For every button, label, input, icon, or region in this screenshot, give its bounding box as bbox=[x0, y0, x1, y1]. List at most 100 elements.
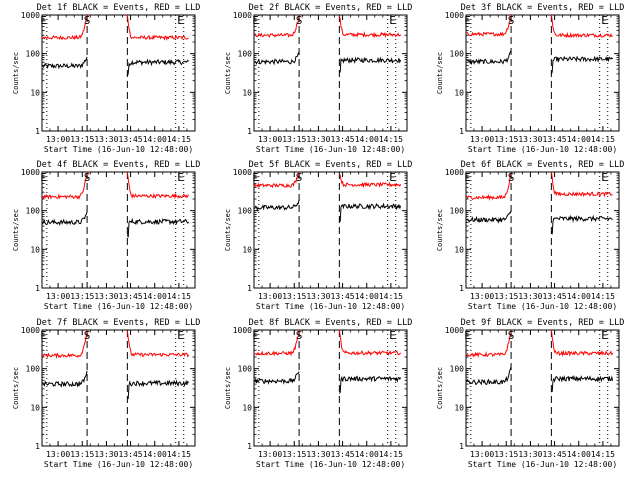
y-axis-label: Counts/sec bbox=[224, 209, 232, 251]
y-axis-label: Counts/sec bbox=[12, 367, 20, 409]
series-line-events bbox=[42, 211, 88, 226]
x-tick-label: 13:15 bbox=[70, 292, 94, 301]
x-tick-label: 13:30 bbox=[306, 450, 330, 459]
y-tick-label: 10 bbox=[454, 245, 464, 254]
y-tick-label: 100 bbox=[238, 365, 253, 374]
detector-panel: Det 8f BLACK = Events, RED = LLD 1 10 100 10… bbox=[224, 318, 412, 469]
y-tick-label: 1000 bbox=[21, 326, 40, 335]
series-line-events bbox=[127, 379, 190, 400]
series-line-events bbox=[550, 55, 614, 75]
x-tick-label: 14:00 bbox=[143, 292, 167, 301]
y-tick-label: 1000 bbox=[445, 168, 464, 177]
detector-panel: Det 6f BLACK = Events, RED = LLD 1 10 100 10… bbox=[436, 160, 624, 311]
x-axis-label: Start Time (16-Jun-10 12:48:00) bbox=[256, 302, 405, 311]
series-line-lld bbox=[466, 331, 512, 358]
x-tick-label: 13:30 bbox=[306, 135, 330, 144]
series-line-events bbox=[254, 371, 300, 385]
y-axis-label: Counts/sec bbox=[12, 209, 20, 251]
x-tick-label: 13:00 bbox=[258, 450, 282, 459]
plot-frame bbox=[41, 329, 196, 447]
series-line-events bbox=[126, 217, 189, 238]
x-tick-label: 14:00 bbox=[355, 135, 379, 144]
x-tick-label: 13:45 bbox=[543, 450, 567, 459]
x-tick-label: 14:15 bbox=[591, 135, 615, 144]
series-line-events bbox=[254, 51, 300, 66]
event-marker-label: E bbox=[177, 14, 184, 27]
y-tick-label: 10 bbox=[30, 403, 40, 412]
panel-title: Det 3f BLACK = Events, RED = LLD bbox=[461, 3, 625, 13]
y-tick-label: 1 bbox=[459, 127, 464, 136]
plot-frame bbox=[253, 171, 408, 289]
series-line-lld bbox=[42, 171, 88, 200]
series-line-events bbox=[551, 374, 614, 393]
series-line-events bbox=[42, 370, 88, 388]
x-tick-label: 13:15 bbox=[70, 135, 94, 144]
x-tick-label: 14:00 bbox=[355, 450, 379, 459]
y-tick-label: 100 bbox=[450, 207, 465, 216]
event-marker-label: E bbox=[177, 329, 184, 342]
series-line-lld bbox=[254, 329, 300, 357]
detector-panel: Det 4f BLACK = Events, RED = LLD 1 10 100 10… bbox=[12, 160, 200, 311]
x-tick-label: 14:00 bbox=[567, 450, 591, 459]
series-line-events bbox=[126, 58, 190, 77]
plot-frame bbox=[41, 14, 196, 132]
y-axis-label: Counts/sec bbox=[12, 52, 20, 94]
x-tick-label: 13:30 bbox=[518, 135, 542, 144]
x-tick-label: 13:00 bbox=[258, 292, 282, 301]
series-line-lld bbox=[254, 171, 300, 189]
x-tick-label: 14:15 bbox=[591, 450, 615, 459]
y-tick-label: 1000 bbox=[233, 168, 252, 177]
detector-panel: Det 9f BLACK = Events, RED = LLD 1 10 100 10… bbox=[436, 318, 624, 469]
plot-frame bbox=[465, 329, 620, 447]
panel-title: Det 2f BLACK = Events, RED = LLD bbox=[249, 3, 413, 13]
panel-title: Det 5f BLACK = Events, RED = LLD bbox=[249, 160, 413, 170]
series-line-lld bbox=[338, 15, 402, 38]
x-tick-label: 13:30 bbox=[518, 450, 542, 459]
x-tick-label: 13:45 bbox=[543, 135, 567, 144]
x-axis-label: Start Time (16-Jun-10 12:48:00) bbox=[468, 302, 617, 311]
x-tick-label: 13:15 bbox=[70, 450, 94, 459]
series-line-lld bbox=[466, 14, 512, 37]
x-axis-label: Start Time (16-Jun-10 12:48:00) bbox=[44, 302, 193, 311]
x-tick-label: 13:30 bbox=[94, 450, 118, 459]
y-tick-label: 10 bbox=[454, 403, 464, 412]
x-tick-label: 13:00 bbox=[470, 292, 494, 301]
y-axis-label: Counts/sec bbox=[436, 209, 444, 251]
event-marker-label: S bbox=[508, 329, 515, 342]
series-line-events bbox=[42, 56, 88, 70]
y-tick-label: 10 bbox=[30, 88, 40, 97]
x-tick-label: 13:15 bbox=[282, 135, 306, 144]
y-tick-label: 100 bbox=[26, 207, 41, 216]
x-tick-label: 14:15 bbox=[167, 135, 191, 144]
x-tick-label: 14:00 bbox=[143, 450, 167, 459]
series-line-lld bbox=[42, 14, 88, 41]
series-line-lld bbox=[338, 329, 402, 357]
y-tick-label: 100 bbox=[238, 207, 253, 216]
event-marker-label: E bbox=[464, 14, 471, 27]
plot-frame bbox=[253, 14, 408, 132]
plot-frame bbox=[465, 14, 620, 132]
y-tick-label: 1000 bbox=[21, 168, 40, 177]
series-line-events bbox=[339, 375, 402, 394]
event-marker-label: E bbox=[389, 14, 396, 27]
series-line-lld bbox=[550, 14, 613, 39]
plot-frame bbox=[41, 171, 196, 289]
series-line-lld bbox=[254, 14, 300, 39]
event-marker-label: S bbox=[296, 14, 303, 27]
x-tick-label: 13:30 bbox=[518, 292, 542, 301]
event-marker-label: S bbox=[508, 14, 515, 27]
y-tick-label: 100 bbox=[238, 50, 253, 59]
y-tick-label: 1 bbox=[247, 442, 252, 451]
event-marker-label: S bbox=[84, 14, 91, 27]
plot-frame bbox=[253, 329, 408, 447]
x-tick-label: 14:15 bbox=[167, 450, 191, 459]
detector-panel: Det 1f BLACK = Events, RED = LLD 1 10 100 10… bbox=[12, 3, 200, 154]
event-marker-label: E bbox=[464, 171, 471, 184]
y-tick-label: 10 bbox=[242, 88, 252, 97]
panel-title: Det 4f BLACK = Events, RED = LLD bbox=[37, 160, 201, 170]
x-tick-label: 14:15 bbox=[167, 292, 191, 301]
x-tick-label: 13:15 bbox=[494, 292, 518, 301]
y-tick-label: 100 bbox=[26, 50, 41, 59]
series-line-lld bbox=[42, 330, 88, 359]
